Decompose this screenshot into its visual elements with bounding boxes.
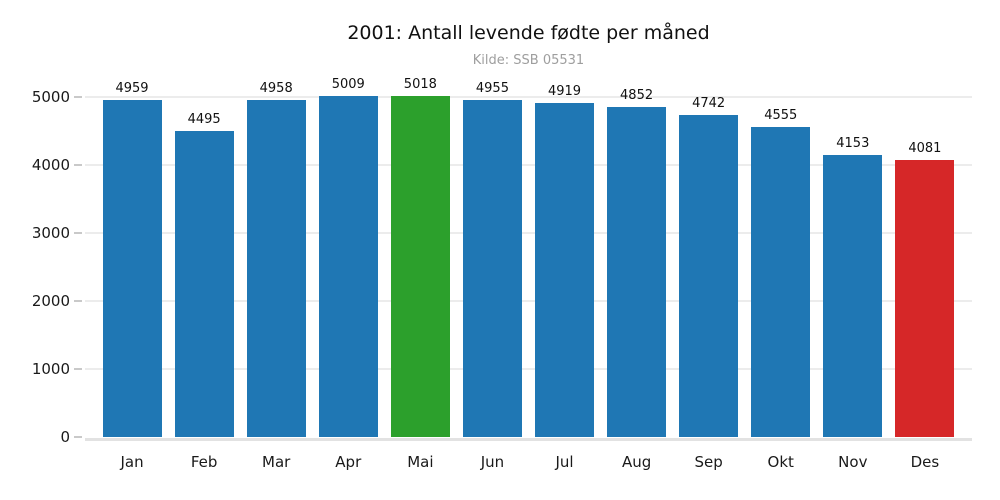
bar-apr xyxy=(318,96,378,437)
bar-value-label: 4959 xyxy=(115,80,149,96)
bar-group-jun: 4955 Jun xyxy=(456,81,528,471)
bar-value-label: 4081 xyxy=(908,140,942,156)
bar-group-mar: 4958 Mar xyxy=(240,80,312,471)
x-axis-tick-label: Mar xyxy=(262,453,291,471)
x-axis-tick-label: Jan xyxy=(120,453,144,471)
bar-group-jan: 4959 Jan xyxy=(96,80,168,471)
x-axis-tick-label: Jun xyxy=(480,453,505,471)
bar-feb xyxy=(174,131,234,437)
y-axis-tick-label: 1000 xyxy=(31,360,70,378)
y-axis-tick-label: 2000 xyxy=(31,292,70,310)
x-axis-tick-label: Okt xyxy=(767,453,794,471)
bar-value-label: 4555 xyxy=(764,108,798,124)
bar-group-jul: 4919 Jul xyxy=(528,83,600,471)
bar-jun xyxy=(462,100,522,437)
chart-subtitle: Kilde: SSB 05531 xyxy=(472,53,585,68)
chart-title: 2001: Antall levende fødte per måned xyxy=(347,22,710,44)
gridline-4000 xyxy=(85,164,972,166)
plot-area: 0 1000 2000 3000 4000 5000 4959 Jan 4495 Feb 4958… xyxy=(32,60,972,471)
bar-group-sep: 4742 Sep xyxy=(673,95,745,471)
bar-group-mai: 5018 Mai xyxy=(384,76,456,471)
bar-value-label: 4742 xyxy=(692,95,726,111)
bar-value-label: 4919 xyxy=(547,83,582,99)
bar-nov xyxy=(823,154,883,437)
bar-group-nov: 4153 Nov xyxy=(817,135,889,471)
bar-series: 4959 Jan 4495 Feb 4958 Mar 5009 Apr 5018 Mai 4955 J… xyxy=(85,60,972,471)
bar-value-label: 5009 xyxy=(331,77,365,93)
y-axis-tick-label: 3000 xyxy=(31,224,70,242)
bar-value-label: 4955 xyxy=(475,81,509,97)
x-axis-tick-label: Sep xyxy=(694,453,723,471)
y-axis-tick-mark xyxy=(74,368,82,370)
x-axis-tick-label: Feb xyxy=(190,453,218,471)
y-axis-tick-label: 5000 xyxy=(31,88,70,106)
x-axis-tick-label: Jul xyxy=(555,453,574,471)
bar-group-okt: 4555 Okt xyxy=(745,108,817,471)
bar-mai xyxy=(390,95,450,437)
bar-mar xyxy=(246,99,306,437)
x-axis-tick-label: Des xyxy=(910,453,940,471)
bar-aug xyxy=(607,107,667,437)
x-axis-tick-label: Nov xyxy=(838,453,868,471)
y-axis-tick-mark xyxy=(74,96,82,98)
y-axis-tick-label: 0 xyxy=(60,428,70,446)
gridline-1000 xyxy=(85,368,972,370)
bar-group-feb: 4495 Feb xyxy=(168,112,240,471)
bar-group-des: 4081 Des xyxy=(889,140,961,471)
x-axis-tick-label: Apr xyxy=(335,453,362,471)
bar-jul xyxy=(535,102,594,437)
gridline-5000 xyxy=(85,96,972,98)
bar-okt xyxy=(751,127,811,437)
bar-value-label: 5018 xyxy=(403,76,437,92)
y-axis-tick-mark xyxy=(74,436,82,438)
bar-des xyxy=(895,159,955,437)
gridline-3000 xyxy=(85,232,972,234)
bar-value-label: 4958 xyxy=(259,80,293,96)
bar-jan xyxy=(102,99,162,437)
y-axis-tick-mark xyxy=(74,232,82,234)
bar-value-label: 4153 xyxy=(836,135,870,151)
x-axis-line xyxy=(85,438,972,441)
bar-group-apr: 5009 Apr xyxy=(312,77,384,471)
y-axis-tick-label: 4000 xyxy=(31,156,70,174)
bar-value-label: 4852 xyxy=(620,88,654,104)
y-axis-tick-mark xyxy=(74,164,82,166)
gridline-2000 xyxy=(85,300,972,302)
y-axis-tick-mark xyxy=(74,300,82,302)
bar-sep xyxy=(679,114,739,437)
x-axis-tick-label: Mai xyxy=(407,453,434,471)
bar-value-label: 4495 xyxy=(187,112,221,128)
x-axis-tick-label: Aug xyxy=(621,453,652,471)
bar-group-aug: 4852 Aug xyxy=(601,88,673,471)
